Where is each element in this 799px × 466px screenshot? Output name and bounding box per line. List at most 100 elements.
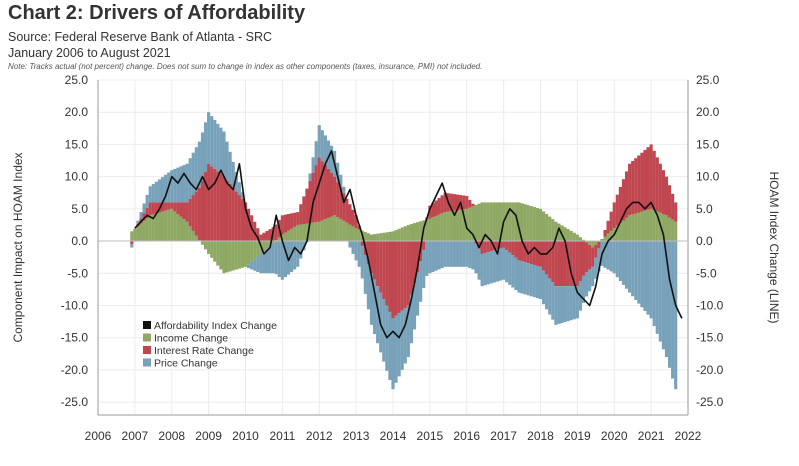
bar-income-change (452, 210, 457, 242)
bar-income-change (139, 223, 143, 242)
bar-interest-rate-change (655, 157, 659, 212)
bar-interest-rate-change (179, 202, 183, 217)
bar-income-change (603, 236, 607, 242)
bar-income-change (240, 241, 244, 268)
bar-income-change (164, 210, 168, 242)
bar-price-change (514, 257, 518, 291)
bar-interest-rate-change (188, 198, 192, 227)
bar-price-change (151, 183, 155, 203)
bar-price-change (459, 241, 463, 267)
bar-income-change (403, 226, 407, 242)
bar-interest-rate-change (628, 163, 632, 216)
x-tick-label: 2019 (564, 429, 591, 443)
bar-interest-rate-change (594, 244, 598, 258)
bar-income-change (293, 226, 297, 242)
y2-tick-label: -20.0 (696, 363, 724, 377)
bar-interest-rate-change (422, 241, 426, 251)
bar-price-change (658, 241, 662, 342)
bar-interest-rate-change (671, 193, 675, 220)
bar-price-change (290, 241, 294, 272)
bar-income-change (532, 207, 536, 242)
bar-income-change (495, 202, 500, 242)
bar-price-change (542, 270, 546, 305)
bar-interest-rate-change (397, 241, 401, 314)
bar-income-change (391, 231, 395, 242)
bar-interest-rate-change (554, 241, 558, 287)
bar-interest-rate-change (290, 213, 294, 229)
bar-price-change (486, 252, 490, 285)
bar-price-change (326, 140, 331, 169)
bar-interest-rate-change (560, 241, 564, 287)
bar-price-change (517, 260, 521, 293)
bar-income-change (250, 241, 254, 262)
bar-income-change (203, 241, 208, 250)
bar-income-change (600, 239, 604, 242)
x-tick-label: 2007 (122, 429, 149, 443)
bar-income-change (133, 228, 137, 242)
bar-interest-rate-change (492, 241, 496, 251)
bar-interest-rate-change (280, 215, 284, 235)
bar-interest-rate-change (643, 149, 647, 211)
bar-income-change (339, 218, 343, 242)
bar-interest-rate-change (203, 172, 208, 242)
bar-price-change (323, 135, 327, 166)
bar-income-change (265, 241, 269, 249)
bar-interest-rate-change (326, 168, 331, 218)
y2-tick-label: 15.0 (696, 137, 720, 151)
bar-price-change (412, 283, 417, 330)
bar-price-change (474, 243, 478, 274)
bar-price-change (603, 241, 607, 268)
bar-price-change (139, 212, 143, 219)
bar-income-change (548, 216, 552, 242)
bar-income-change (425, 219, 429, 242)
bar-income-change (323, 219, 327, 242)
y2-tick-label: -15.0 (696, 331, 724, 345)
bar-income-change (585, 241, 589, 243)
y-tick-label: 25.0 (65, 73, 89, 87)
bar-interest-rate-change (317, 157, 321, 222)
bar-interest-rate-change (234, 191, 238, 242)
bar-interest-rate-change (465, 195, 469, 209)
bar-interest-rate-change (274, 224, 278, 241)
y2-tick-label: -10.0 (696, 298, 724, 312)
bar-interest-rate-change (376, 241, 380, 287)
bar-price-change (416, 272, 420, 316)
bar-income-change (283, 232, 288, 242)
bar-income-change (271, 241, 275, 243)
bar-price-change (191, 152, 195, 196)
bar-interest-rate-change (308, 180, 312, 224)
y2-tick-label: 5.0 (696, 202, 713, 216)
bar-interest-rate-change (569, 241, 573, 287)
bar-price-change (594, 257, 598, 279)
y2-tick-label: -5.0 (696, 266, 717, 280)
bar-price-change (575, 286, 579, 319)
bar-interest-rate-change (372, 241, 377, 280)
bar-price-change (637, 241, 641, 304)
bar-income-change (308, 223, 312, 242)
bar-interest-rate-change (409, 241, 414, 295)
bar-price-change (262, 251, 266, 274)
bar-interest-rate-change (615, 194, 619, 226)
bar-interest-rate-change (256, 228, 260, 242)
x-tick-label: 2011 (269, 429, 295, 443)
axis-ticks: 25.0 25.0 20.0 20.0 15.0 15.0 10.0 10.0 5.0 5.0 0.… (61, 73, 724, 443)
bar-income-change (594, 241, 598, 245)
bar-interest-rate-change (514, 241, 518, 258)
bar-income-change (440, 213, 444, 242)
bar-income-change (489, 202, 493, 242)
bar-income-change (320, 220, 324, 242)
bar-income-change (151, 214, 155, 242)
bar-price-change (320, 130, 324, 162)
bar-price-change (154, 181, 158, 203)
bar-interest-rate-change (646, 147, 650, 210)
bar-interest-rate-change (265, 230, 269, 242)
bar-income-change (130, 231, 134, 242)
bar-interest-rate-change (160, 202, 165, 212)
bar-price-change (615, 241, 619, 278)
bar-price-change (643, 241, 647, 312)
bar-income-change (185, 221, 189, 242)
bar-interest-rate-change (416, 241, 420, 273)
bar-interest-rate-change (434, 200, 438, 216)
bar-price-change (182, 165, 186, 203)
